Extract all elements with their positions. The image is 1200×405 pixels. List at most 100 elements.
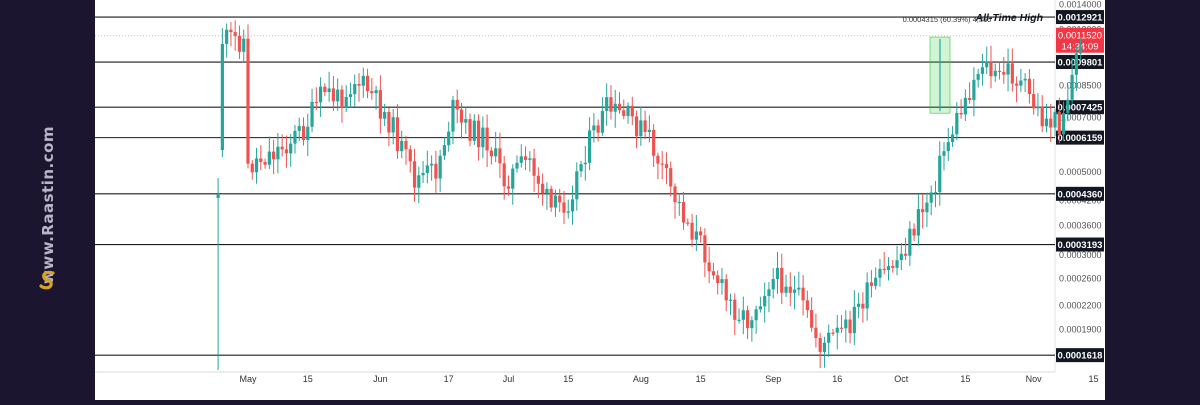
candle-body xyxy=(647,129,651,132)
candle-body xyxy=(857,303,861,307)
candle-body xyxy=(788,286,792,293)
candle-body xyxy=(365,75,370,92)
candle-body xyxy=(1066,99,1070,114)
candle-body xyxy=(1032,93,1036,109)
chart-panel: 0.00140000.00120000.00112000.00098000.00… xyxy=(95,0,1170,400)
price-level-tag-label: 0.0004360 xyxy=(1058,189,1103,200)
candle-body xyxy=(968,97,972,101)
raastin-s-logo-icon xyxy=(39,270,55,290)
candle-body xyxy=(455,99,459,110)
candle-body xyxy=(763,296,767,307)
candle-body xyxy=(250,163,254,173)
candle-body xyxy=(314,101,318,104)
candle-body xyxy=(447,131,451,146)
candle-body xyxy=(878,268,882,278)
candle-body xyxy=(720,279,724,284)
candle-body xyxy=(985,61,989,68)
time-tick-label: May xyxy=(239,374,257,384)
price-level-tag xyxy=(1056,130,1104,145)
candle-body xyxy=(677,201,681,204)
candle-body xyxy=(1053,111,1057,128)
candle-body xyxy=(464,119,468,123)
candle-body xyxy=(562,202,566,213)
candle-body xyxy=(673,186,677,203)
watermark-text: www.Raastin.com xyxy=(39,125,57,285)
candle-body xyxy=(660,163,664,165)
candle-body xyxy=(378,90,382,119)
price-chart[interactable]: 0.00140000.00120000.00112000.00098000.00… xyxy=(95,0,1170,400)
candle-body xyxy=(306,126,310,140)
candle-body xyxy=(579,164,583,172)
candle-body xyxy=(810,310,814,328)
candle-body xyxy=(596,125,600,133)
candle-body xyxy=(361,75,365,86)
candle-body xyxy=(400,140,404,152)
candle-body xyxy=(690,222,694,240)
candle-body xyxy=(916,209,920,236)
time-tick-label: 16 xyxy=(832,374,842,384)
candle-body xyxy=(993,70,997,77)
candle-body xyxy=(899,253,903,261)
candle-body xyxy=(468,119,472,141)
candle-body xyxy=(963,97,967,115)
candle-body xyxy=(528,158,532,160)
candle-body xyxy=(929,192,933,203)
candle-body xyxy=(609,97,613,112)
time-tick-label: Aug xyxy=(633,374,649,384)
candle-body xyxy=(1027,78,1032,94)
candle-body xyxy=(758,306,762,310)
candle-body xyxy=(827,332,831,343)
candle-body xyxy=(617,103,622,111)
candle-body xyxy=(383,111,387,119)
price-level-tag xyxy=(1056,237,1104,252)
candle-body xyxy=(869,282,874,286)
candle-body xyxy=(852,306,856,334)
candle-body xyxy=(933,192,938,194)
current-price-value: 0.0011520 xyxy=(1058,31,1102,42)
all-time-high-label: All-Time High xyxy=(975,12,1043,24)
candle-body xyxy=(506,186,511,189)
candle-body xyxy=(442,145,447,156)
candle-body xyxy=(912,228,916,236)
candle-body xyxy=(588,130,592,163)
candle-body xyxy=(481,127,485,148)
candle-body xyxy=(297,126,301,131)
candle-body xyxy=(348,94,353,98)
price-tick-label: 0.0008500 xyxy=(1059,81,1102,91)
candle-body xyxy=(903,253,908,256)
candle-body xyxy=(1061,113,1066,135)
candle-body xyxy=(438,155,442,179)
candle-body xyxy=(472,120,476,141)
candle-body xyxy=(387,111,391,133)
time-tick-label: 17 xyxy=(444,374,454,384)
candle-body xyxy=(754,309,758,321)
candle-body xyxy=(741,310,745,320)
candle-body xyxy=(839,327,844,329)
candle-body xyxy=(340,89,344,108)
candle-body xyxy=(942,151,946,156)
candle-body xyxy=(613,103,617,112)
candle-body xyxy=(430,163,434,166)
candle-body xyxy=(254,158,259,173)
candle-body xyxy=(605,97,609,111)
time-tick-label: 15 xyxy=(696,374,706,384)
candle-body xyxy=(502,163,506,187)
time-tick-label: 15 xyxy=(563,374,573,384)
candle-body xyxy=(233,32,237,36)
candle-body xyxy=(485,127,489,151)
time-tick-label: Jun xyxy=(373,374,388,384)
candle-body xyxy=(523,156,528,160)
candle-body xyxy=(421,172,425,176)
candle-body xyxy=(412,161,417,188)
candle-body xyxy=(805,300,809,311)
candle-body xyxy=(289,143,293,154)
candle-body xyxy=(1006,63,1010,75)
candle-body xyxy=(216,194,220,198)
candle-body xyxy=(959,112,963,115)
candle-body xyxy=(459,109,464,123)
candle-body xyxy=(1002,72,1006,75)
price-level-tag xyxy=(1056,186,1104,201)
candle-body xyxy=(831,332,835,334)
candle-body xyxy=(267,151,271,165)
candle-body xyxy=(835,327,839,333)
